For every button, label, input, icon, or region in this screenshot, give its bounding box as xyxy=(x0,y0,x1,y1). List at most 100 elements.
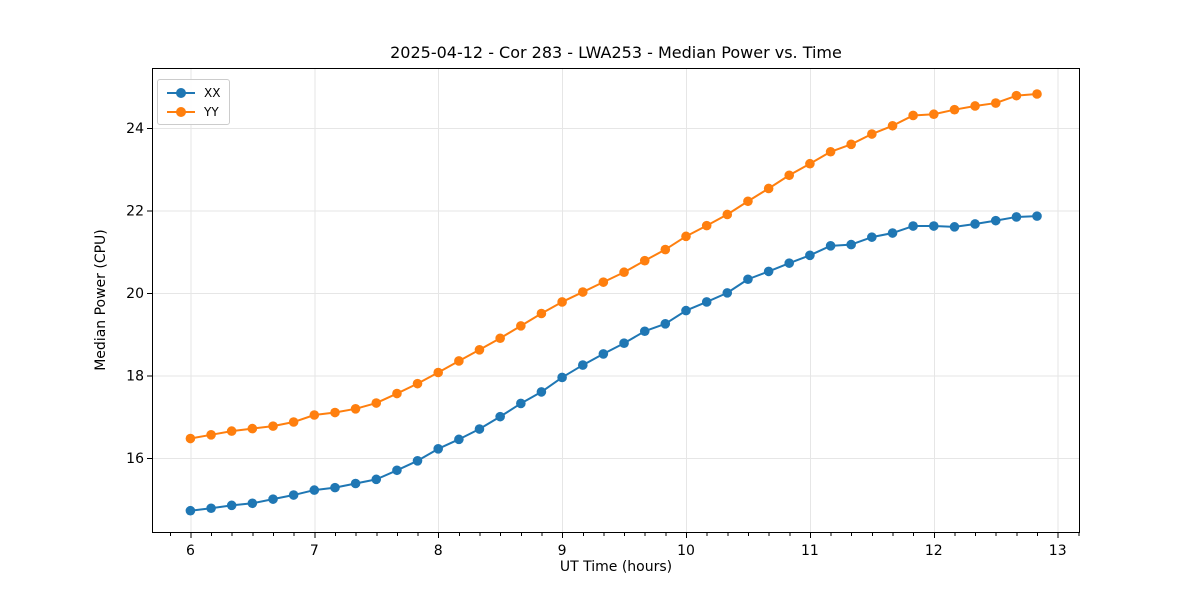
y-tick-label: 22 xyxy=(126,203,144,219)
data-point-yy xyxy=(577,287,588,297)
data-point-yy xyxy=(495,333,505,344)
data-point-yy xyxy=(185,433,196,444)
x-tick-label: 13 xyxy=(1049,543,1067,559)
data-point-xx xyxy=(1011,212,1022,222)
data-point-yy xyxy=(928,109,939,120)
chart-title: 2025-04-12 - Cor 283 - LWA253 - Median P… xyxy=(390,43,842,62)
x-tick-label: 10 xyxy=(677,543,695,559)
data-point-yy xyxy=(516,321,526,331)
y-tick-label: 16 xyxy=(126,451,144,467)
data-point-xx xyxy=(619,338,629,349)
data-point-yy xyxy=(619,267,629,278)
data-point-yy xyxy=(412,378,423,389)
data-point-yy xyxy=(206,430,216,440)
data-point-xx xyxy=(949,222,960,232)
legend-item-xx: XX xyxy=(165,83,220,102)
y-axis-label: Median Power (CPU) xyxy=(93,229,109,371)
data-point-xx xyxy=(247,498,258,509)
data-point-yy xyxy=(288,417,299,427)
data-point-xx xyxy=(226,500,237,511)
data-point-yy xyxy=(970,101,980,111)
data-point-yy xyxy=(949,104,960,115)
data-point-yy xyxy=(722,209,733,220)
data-point-xx xyxy=(805,250,815,261)
data-point-xx xyxy=(495,411,505,422)
data-point-xx xyxy=(454,434,464,445)
data-point-yy xyxy=(371,398,382,408)
data-point-yy xyxy=(887,120,898,131)
legend-line-marker-xx-icon xyxy=(167,87,195,98)
data-point-xx xyxy=(701,297,712,307)
data-point-yy xyxy=(247,423,258,434)
data-point-xx xyxy=(784,258,795,268)
y-tick-label: 20 xyxy=(126,286,144,302)
data-point-yy xyxy=(557,297,567,307)
data-point-yy xyxy=(392,388,402,399)
data-point-yy xyxy=(846,139,856,150)
data-point-yy xyxy=(701,220,712,231)
data-point-xx xyxy=(681,305,691,316)
data-point-yy xyxy=(763,183,774,194)
data-point-xx xyxy=(1032,211,1042,221)
data-point-yy xyxy=(454,356,464,366)
data-point-yy xyxy=(743,196,753,207)
data-point-xx xyxy=(867,232,877,242)
plot-border xyxy=(152,68,1080,533)
data-point-xx xyxy=(371,474,382,485)
data-point-xx xyxy=(288,490,299,500)
data-point-xx xyxy=(536,387,547,397)
data-point-xx xyxy=(660,319,671,329)
data-point-xx xyxy=(412,455,423,466)
data-point-xx xyxy=(185,505,196,516)
data-point-xx xyxy=(268,494,278,504)
data-point-yy xyxy=(1032,89,1042,99)
data-point-xx xyxy=(825,241,836,251)
x-tick-label: 7 xyxy=(310,543,319,559)
data-point-yy xyxy=(639,255,650,266)
data-point-xx xyxy=(887,228,898,238)
data-point-xx xyxy=(206,503,216,514)
data-point-yy xyxy=(825,146,836,157)
data-point-yy xyxy=(330,407,340,418)
data-point-xx xyxy=(639,326,650,337)
data-point-xx xyxy=(516,398,526,409)
y-tick-label: 24 xyxy=(126,121,144,137)
data-point-yy xyxy=(598,277,609,287)
legend-label-xx: XX xyxy=(204,85,221,100)
data-point-yy xyxy=(1011,90,1022,101)
data-point-yy xyxy=(433,367,444,378)
data-point-xx xyxy=(330,482,340,493)
data-point-yy xyxy=(660,244,671,255)
data-point-xx xyxy=(350,478,361,489)
data-point-yy xyxy=(908,110,918,121)
data-point-yy xyxy=(681,231,691,242)
data-point-yy xyxy=(309,410,320,420)
data-point-xx xyxy=(577,360,588,370)
data-point-yy xyxy=(805,158,815,169)
x-tick-label: 6 xyxy=(186,543,195,559)
data-point-xx xyxy=(722,288,733,298)
data-point-xx xyxy=(846,239,856,250)
y-tick-label: 18 xyxy=(126,368,144,384)
data-point-xx xyxy=(474,424,485,434)
data-point-xx xyxy=(743,274,753,285)
data-point-xx xyxy=(970,219,980,229)
x-tick-label: 11 xyxy=(801,543,819,559)
data-point-xx xyxy=(433,444,444,454)
legend-line-marker-yy-icon xyxy=(167,106,195,117)
data-point-yy xyxy=(226,426,237,436)
x-tick-label: 9 xyxy=(558,543,567,559)
data-point-xx xyxy=(557,372,567,383)
data-point-xx xyxy=(392,465,402,476)
data-point-yy xyxy=(474,345,485,355)
data-point-yy xyxy=(784,170,795,181)
data-point-yy xyxy=(536,308,547,319)
x-tick-label: 12 xyxy=(925,543,943,559)
data-point-xx xyxy=(990,215,1001,226)
data-point-xx xyxy=(309,485,320,495)
legend-label-yy: YY xyxy=(204,104,219,119)
data-point-yy xyxy=(350,404,361,414)
axes-background xyxy=(152,68,1080,533)
data-point-xx xyxy=(763,266,774,277)
